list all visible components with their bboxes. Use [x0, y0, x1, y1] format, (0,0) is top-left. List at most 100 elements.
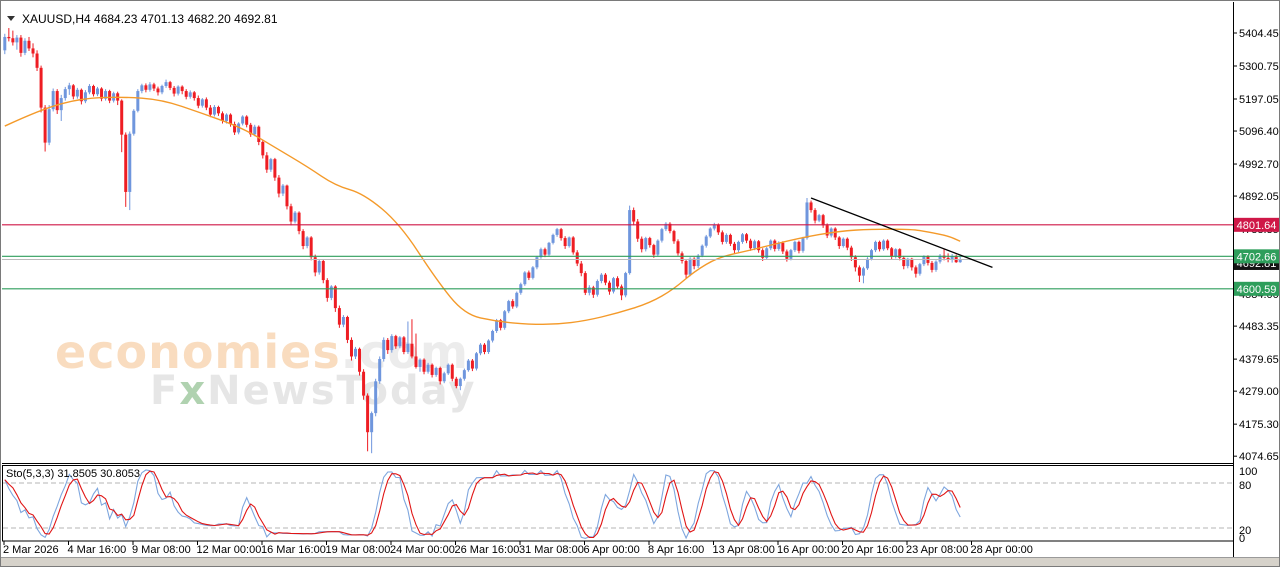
candle-body [257, 126, 261, 142]
svg-text:5197.05: 5197.05 [1239, 94, 1279, 106]
candle-body [487, 340, 491, 353]
candle-body [91, 85, 95, 95]
candle-body [668, 223, 672, 232]
candle-body [184, 91, 188, 97]
svg-text:80: 80 [1239, 480, 1251, 492]
candle-body [285, 185, 289, 207]
candle-body [329, 286, 333, 298]
svg-text:6 Apr 00:00: 6 Apr 00:00 [584, 544, 640, 556]
time-axis: 2 Mar 2026 4 Mar 16:00 9 Mar 08:00 12 Mar 0… [3, 466, 1257, 556]
candle-body [148, 84, 152, 90]
candle-body [640, 238, 644, 250]
candle-body [551, 234, 555, 243]
candle-body [414, 356, 418, 367]
descending-trendline[interactable] [810, 197, 993, 268]
candle-body [362, 371, 366, 396]
candle-body [446, 364, 450, 374]
candle-body [100, 88, 104, 99]
candle-body [527, 272, 531, 278]
svg-text:100: 100 [1239, 466, 1257, 478]
candle-body [426, 364, 430, 372]
candle-body [462, 370, 466, 379]
svg-text:5096.40: 5096.40 [1239, 126, 1279, 138]
candle-body [793, 241, 797, 251]
candle-body [454, 378, 458, 387]
candle-body [865, 258, 869, 269]
candle-body [749, 240, 753, 249]
candle-body [716, 224, 720, 233]
svg-text:0: 0 [1239, 533, 1245, 545]
candle-body [253, 126, 257, 135]
candle-body [789, 250, 793, 259]
candle-body [753, 241, 757, 249]
candle-body [894, 249, 898, 257]
candle-body [825, 225, 829, 236]
candle-body [212, 106, 216, 115]
candle-body [575, 252, 579, 264]
candle-body [809, 202, 813, 211]
candle-body [450, 364, 454, 379]
candle-body [15, 37, 19, 43]
candle-body [906, 258, 910, 267]
candle-body [946, 257, 950, 260]
candle-body [216, 106, 220, 114]
candle-body [104, 91, 108, 99]
candle-body [797, 241, 801, 251]
candle-body [67, 85, 71, 90]
candle-body [434, 367, 438, 375]
candle-body [442, 373, 446, 382]
candle-body [732, 243, 736, 251]
candle-body [160, 85, 164, 93]
support-badge [1234, 281, 1279, 296]
candle-body [204, 99, 208, 108]
candle-body [507, 301, 511, 312]
candle-body [200, 99, 204, 106]
candle-body [470, 360, 474, 369]
candle-body [192, 92, 196, 99]
candle-body [817, 215, 821, 221]
candle-body [297, 212, 301, 232]
candle-body [930, 262, 934, 270]
candle-body [728, 234, 732, 244]
candle-body [515, 292, 519, 307]
candle-body [648, 238, 652, 246]
horizontal-lines [2, 224, 1233, 290]
candle-body [83, 92, 87, 102]
candle-body [914, 267, 918, 274]
candle-body [660, 229, 664, 241]
candle-body [31, 48, 35, 54]
candle-body [898, 249, 902, 258]
candle-body [337, 308, 341, 325]
candle-body [39, 67, 43, 108]
candle-body [261, 141, 265, 156]
svg-text:4279.00: 4279.00 [1239, 386, 1279, 398]
candle-body [736, 241, 740, 251]
candle-body [277, 177, 281, 194]
candle-body [208, 107, 212, 115]
svg-text:9 Mar 08:00: 9 Mar 08:00 [132, 544, 191, 556]
candle-body [616, 278, 620, 287]
candle-body [75, 89, 79, 97]
resistance-badge-label: 4801.64 [1237, 220, 1277, 232]
candle-body [938, 255, 942, 262]
watermark-tagline: FxNewsToday [150, 368, 476, 414]
candle-body [321, 260, 325, 281]
candle-body [696, 255, 700, 267]
svg-text:23 Apr 08:00: 23 Apr 08:00 [906, 544, 968, 556]
svg-text:4992.70: 4992.70 [1239, 159, 1279, 171]
candle-body [591, 287, 595, 295]
candle-body [483, 344, 487, 353]
candle-body [777, 242, 781, 249]
candle-body [289, 206, 293, 222]
candle-body [128, 133, 132, 192]
candle-body [386, 339, 390, 351]
candle-body [607, 282, 611, 292]
symbol-dropdown-icon [7, 16, 15, 21]
candle-body [233, 124, 237, 133]
resistance-badge [1234, 217, 1279, 232]
candle-body [531, 267, 535, 278]
candle-body [704, 236, 708, 246]
candle-body [567, 237, 571, 247]
svg-text:5300.75: 5300.75 [1239, 61, 1279, 73]
candle-body [55, 91, 59, 111]
